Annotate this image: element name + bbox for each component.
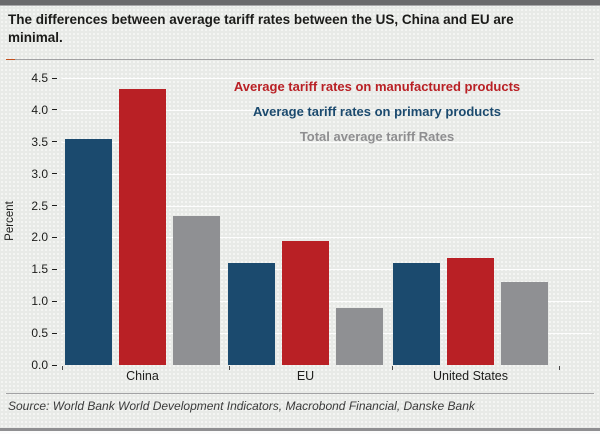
- y-tick-label: 4.0: [31, 102, 48, 117]
- bar: [228, 263, 275, 365]
- y-tick-label: 0.0: [31, 358, 48, 372]
- y-axis: 0.0 0.5 1.0 1.5 2.0 2.5 3.0 3.5 4.0 4.5: [0, 71, 57, 372]
- bar: [65, 139, 112, 365]
- legend-item: Average tariff rates on manufactured pro…: [233, 79, 521, 94]
- y-tick-mark: [52, 364, 57, 366]
- page-title: The differences between average tariff r…: [8, 12, 514, 45]
- bar: [336, 308, 383, 365]
- plot-area: China EU United States Average tariff rate…: [62, 78, 592, 383]
- legend-item: Total average tariff Rates: [299, 129, 455, 144]
- bar-group-china: China: [65, 78, 220, 383]
- bars: [228, 241, 383, 365]
- gridline: [62, 174, 592, 175]
- y-tick: 2.5: [31, 199, 57, 213]
- gridline: [62, 110, 592, 111]
- x-tick-mark: [559, 366, 560, 370]
- bar: [447, 258, 494, 365]
- legend-item: Average tariff rates on primary products: [252, 104, 502, 119]
- bar: [393, 263, 440, 365]
- x-tick-mark: [62, 366, 63, 370]
- gridline: [62, 78, 592, 79]
- y-tick: 0.0: [31, 358, 57, 372]
- y-tick-label: 1.5: [31, 262, 48, 277]
- bar: [501, 282, 548, 365]
- source-divider: [6, 393, 594, 394]
- y-tick: 1.5: [31, 262, 57, 276]
- y-tick-label: 1.0: [31, 294, 48, 309]
- bar-group-eu: EU: [228, 78, 383, 383]
- y-tick-mark: [52, 173, 57, 175]
- x-tick-mark: [392, 366, 393, 370]
- y-tick-mark: [52, 109, 57, 111]
- y-tick-mark: [52, 268, 57, 270]
- top-border: [0, 0, 600, 6]
- bars: [393, 258, 548, 365]
- y-tick-label: 4.5: [31, 71, 48, 85]
- source-text: Source: World Bank World Development Ind…: [8, 399, 475, 413]
- bottom-border: [0, 428, 600, 431]
- y-tick: 1.0: [31, 294, 57, 308]
- y-tick-mark: [52, 300, 57, 302]
- y-tick: 4.0: [31, 103, 57, 117]
- divider-red-accent: [6, 59, 15, 60]
- gridline: [62, 206, 592, 207]
- y-tick-mark: [52, 236, 57, 238]
- y-tick-mark: [52, 77, 57, 79]
- bar: [282, 241, 329, 365]
- y-tick-mark: [52, 332, 57, 334]
- bar-group-united-states: United States: [393, 78, 548, 383]
- bar: [173, 216, 220, 365]
- y-tick: 3.5: [31, 135, 57, 149]
- y-tick-mark: [52, 141, 57, 143]
- x-tick-mark: [229, 366, 230, 370]
- category-label: United States: [432, 369, 509, 383]
- gridline: [62, 237, 592, 238]
- legend: Average tariff rates on manufactured pro…: [112, 74, 600, 149]
- category-label: EU: [296, 369, 315, 383]
- title-divider: [6, 59, 594, 60]
- y-tick-label: 2.5: [31, 198, 48, 213]
- y-tick: 0.5: [31, 326, 57, 340]
- y-tick: 2.0: [31, 230, 57, 244]
- bar: [119, 89, 166, 365]
- bars: [65, 89, 220, 365]
- category-label: China: [126, 369, 159, 383]
- y-tick-label: 3.5: [31, 134, 48, 149]
- chart-area: Percent 0.0 0.5 1.0 1.5 2.0 2.5 3.0 3.5 4.0 4.5 C…: [0, 62, 600, 392]
- y-tick: 4.5: [31, 71, 57, 85]
- y-tick: 3.0: [31, 167, 57, 181]
- y-tick-mark: [52, 205, 57, 207]
- gridline: [62, 142, 592, 143]
- y-tick-label: 2.0: [31, 230, 48, 245]
- bottom-margin: [0, 431, 600, 434]
- y-tick-label: 3.0: [31, 166, 48, 181]
- y-tick-label: 0.5: [31, 326, 48, 341]
